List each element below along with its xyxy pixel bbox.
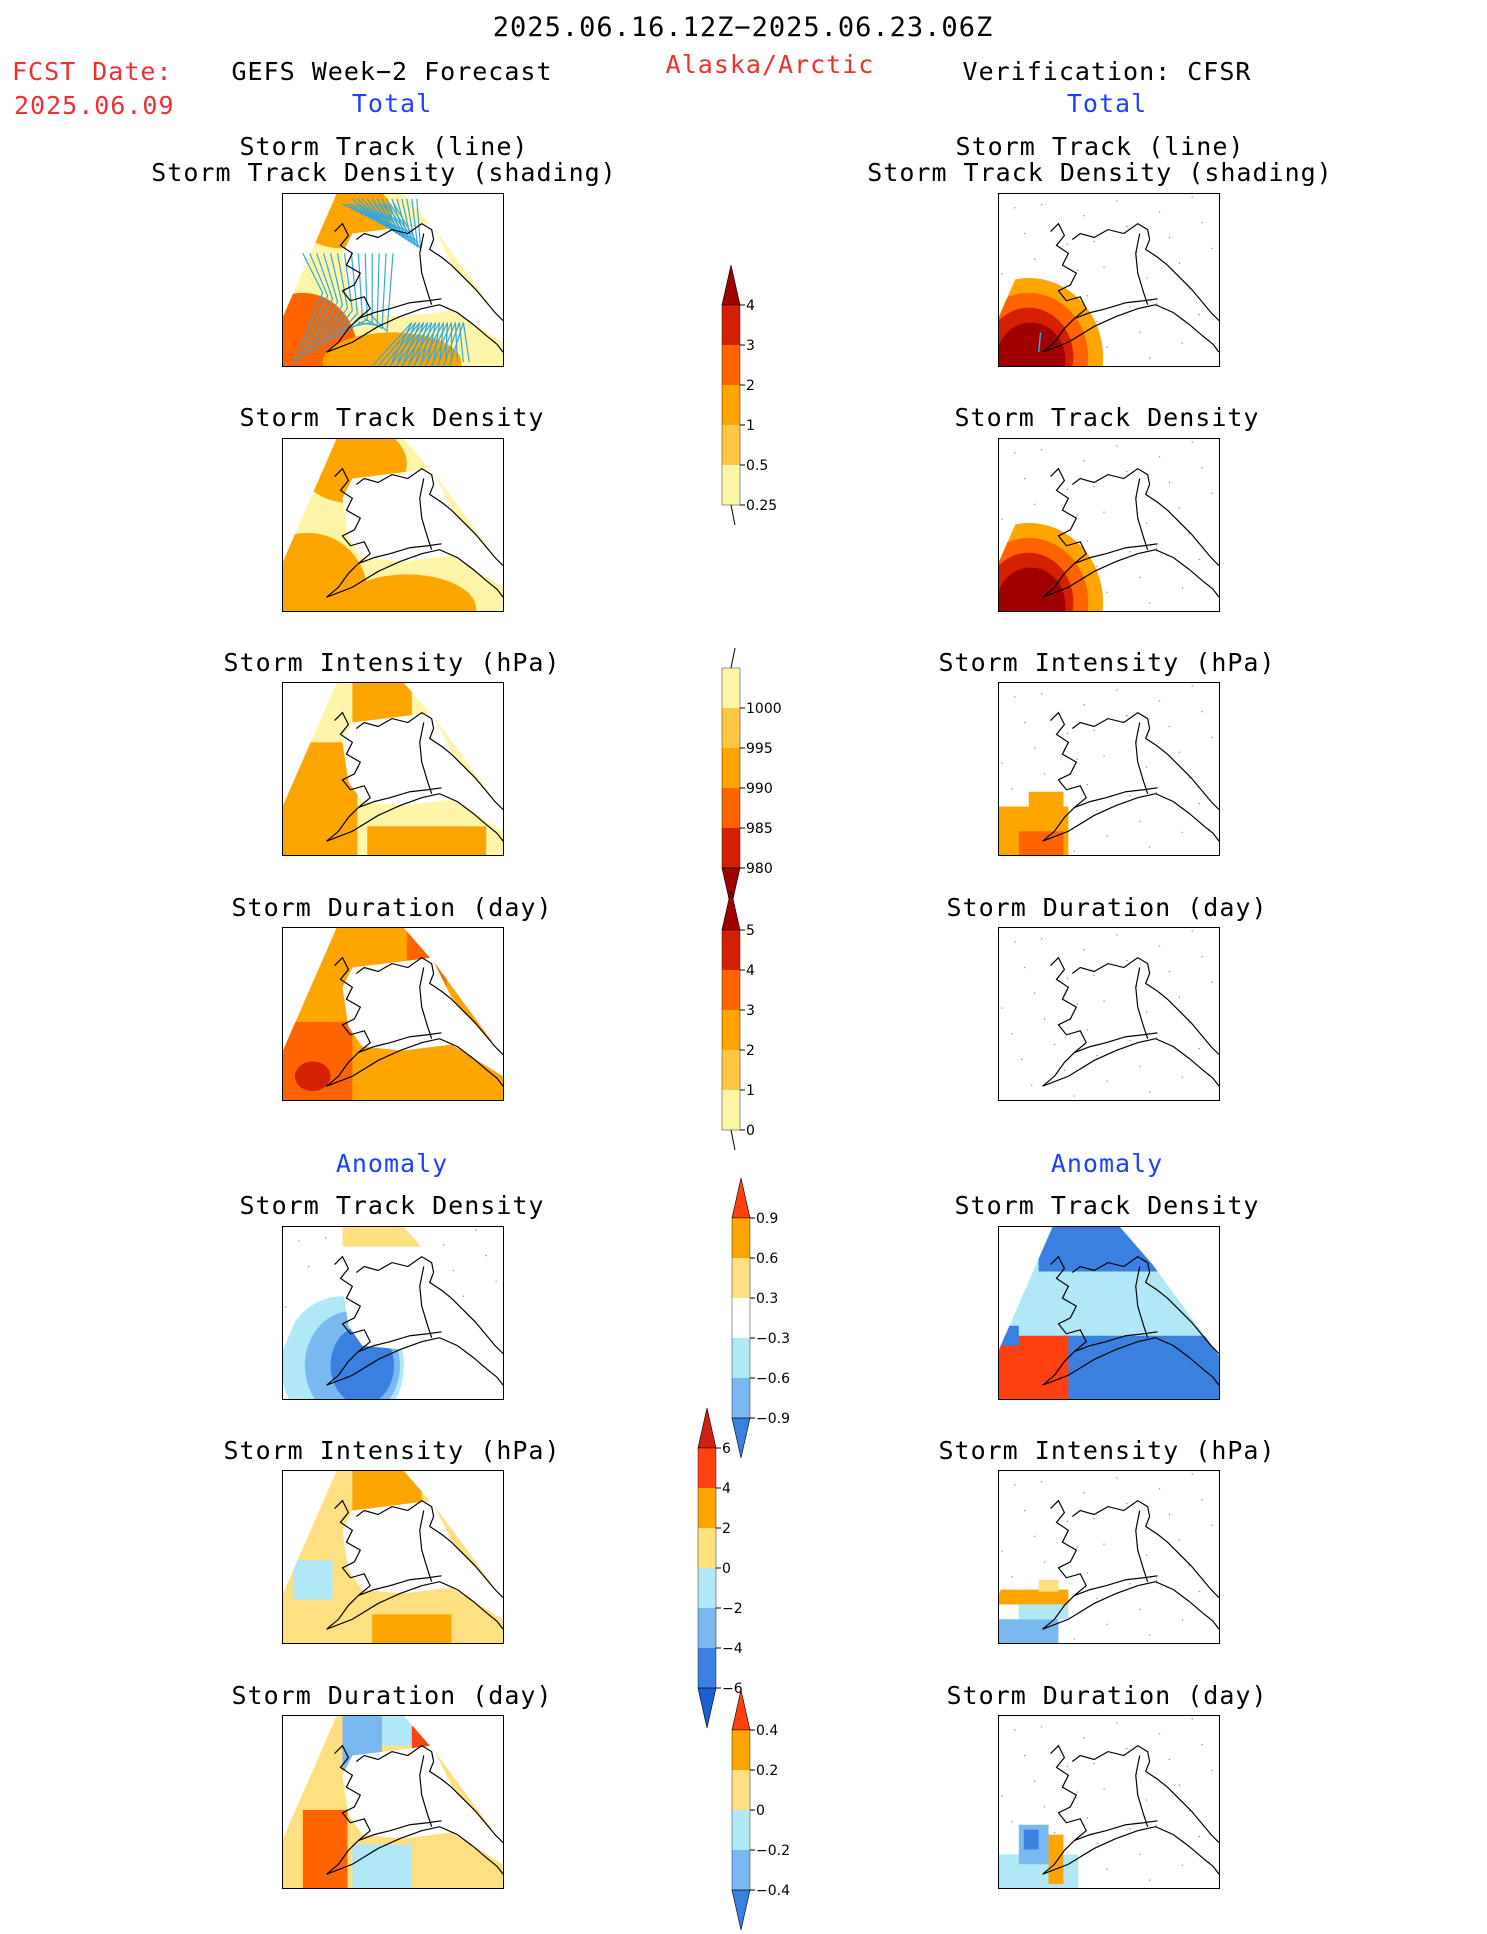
map-forecast-track-density — [282, 438, 504, 612]
colorbar-tick-label: 0 — [756, 1803, 765, 1819]
colorbar-tick-label: 995 — [746, 741, 773, 757]
fcst-date-value: 2025.06.09 — [14, 91, 175, 120]
colorbar-tick-label: 4 — [746, 298, 755, 314]
colorbar-tick-label: 4 — [722, 1481, 731, 1497]
fcst-date-label: FCST Date: — [12, 57, 173, 86]
map-verif-anom-duration — [998, 1715, 1220, 1889]
left-track-line-title: Storm Track (line) — [239, 132, 529, 161]
left-track-density-shading-title: Storm Track Density (shading) — [151, 158, 617, 187]
left-anomaly-label: Anomaly — [335, 1149, 449, 1178]
colorbar-tick-label: 990 — [746, 781, 773, 797]
colorbar-total-intensity: 1000 995 990 985 980 — [721, 647, 802, 912]
map-forecast-anom-density — [282, 1226, 504, 1400]
colorbar-tick-label: 2 — [746, 1043, 755, 1059]
colorbar-tick-label: −0.9 — [756, 1411, 790, 1427]
colorbar-tick-label: −6 — [722, 1681, 743, 1697]
colorbar-tick-label: 4 — [746, 963, 755, 979]
map-verif-duration — [998, 927, 1220, 1101]
colorbar-tick-label: −0.4 — [756, 1883, 790, 1899]
right-column-title: Verification: CFSR — [962, 57, 1252, 86]
colorbar-tick-label: −4 — [722, 1641, 743, 1657]
left-duration-title: Storm Duration (day) — [231, 893, 553, 922]
map-verif-anom-density — [998, 1226, 1220, 1400]
colorbar-tick-label: 980 — [746, 861, 773, 877]
colorbar-tick-label: 6 — [722, 1441, 731, 1457]
colorbar-tick-label: 0 — [746, 1123, 755, 1139]
left-anom-density-title: Storm Track Density — [239, 1191, 545, 1220]
colorbar-total-density: 4 3 2 1 0.5 0.25 — [721, 264, 802, 529]
left-total-label: Total — [351, 89, 433, 118]
colorbar-tick-label: 3 — [746, 338, 755, 354]
colorbar-tick-label: 0.2 — [756, 1763, 778, 1779]
colorbar-tick-label: 985 — [746, 821, 773, 837]
region-title: Alaska/Arctic — [665, 50, 875, 79]
map-verif-track-density — [998, 438, 1220, 612]
colorbar-tick-label: 2 — [722, 1521, 731, 1537]
colorbar-tick-label: −0.6 — [756, 1371, 790, 1387]
colorbar-total-duration: 5 4 3 2 1 0 — [721, 889, 802, 1154]
left-anom-duration-title: Storm Duration (day) — [231, 1681, 553, 1710]
colorbar-tick-label: −2 — [722, 1601, 743, 1617]
right-duration-title: Storm Duration (day) — [946, 893, 1268, 922]
colorbar-tick-label: −0.3 — [756, 1331, 790, 1347]
left-intensity-title: Storm Intensity (hPa) — [223, 648, 561, 677]
right-total-label: Total — [1066, 89, 1148, 118]
left-column-title: GEFS Week−2 Forecast — [231, 57, 553, 86]
left-density-title: Storm Track Density — [239, 403, 545, 432]
colorbar-tick-label: 0.5 — [746, 458, 768, 474]
colorbar-tick-label: 0.9 — [756, 1211, 778, 1227]
right-anomaly-label: Anomaly — [1050, 1149, 1164, 1178]
colorbar-tick-label: 3 — [746, 1003, 755, 1019]
map-forecast-duration — [282, 927, 504, 1101]
map-verif-anom-intensity — [998, 1470, 1220, 1644]
colorbar-anom-intensity: 6 4 2 0 −2 −4 −6 — [697, 1407, 778, 1732]
right-anom-density-title: Storm Track Density — [954, 1191, 1260, 1220]
colorbar-tick-label: 2 — [746, 378, 755, 394]
map-forecast-anom-duration — [282, 1715, 504, 1889]
map-verif-track-density-lines — [998, 193, 1220, 367]
colorbar-tick-label: 5 — [746, 923, 755, 939]
colorbar-tick-label: 1 — [746, 1083, 755, 1099]
right-track-line-title: Storm Track (line) — [955, 132, 1245, 161]
colorbar-tick-label: 0.3 — [756, 1291, 778, 1307]
date-range-title: 2025.06.16.12Z−2025.06.23.06Z — [492, 12, 994, 43]
right-anom-duration-title: Storm Duration (day) — [946, 1681, 1268, 1710]
left-anom-intensity-title: Storm Intensity (hPa) — [223, 1436, 561, 1465]
map-verif-intensity — [998, 682, 1220, 856]
colorbar-tick-label: 0.25 — [746, 498, 777, 514]
map-forecast-anom-intensity — [282, 1470, 504, 1644]
colorbar-anom-density: 0.9 0.6 0.3 −0.3 −0.6 −0.9 — [731, 1177, 812, 1462]
right-intensity-title: Storm Intensity (hPa) — [938, 648, 1276, 677]
map-forecast-intensity — [282, 682, 504, 856]
right-density-title: Storm Track Density — [954, 403, 1260, 432]
right-anom-intensity-title: Storm Intensity (hPa) — [938, 1436, 1276, 1465]
colorbar-tick-label: 0 — [722, 1561, 731, 1577]
colorbar-tick-label: 1000 — [746, 701, 782, 717]
colorbar-anom-duration: 0.4 0.2 0 −0.2 −0.4 — [731, 1689, 812, 1934]
map-forecast-track-density-lines — [282, 193, 504, 367]
colorbar-tick-label: −0.2 — [756, 1843, 790, 1859]
right-track-density-shading-title: Storm Track Density (shading) — [867, 158, 1333, 187]
colorbar-tick-label: 0.4 — [756, 1723, 778, 1739]
colorbar-tick-label: 0.6 — [756, 1251, 778, 1267]
colorbar-tick-label: 1 — [746, 418, 755, 434]
